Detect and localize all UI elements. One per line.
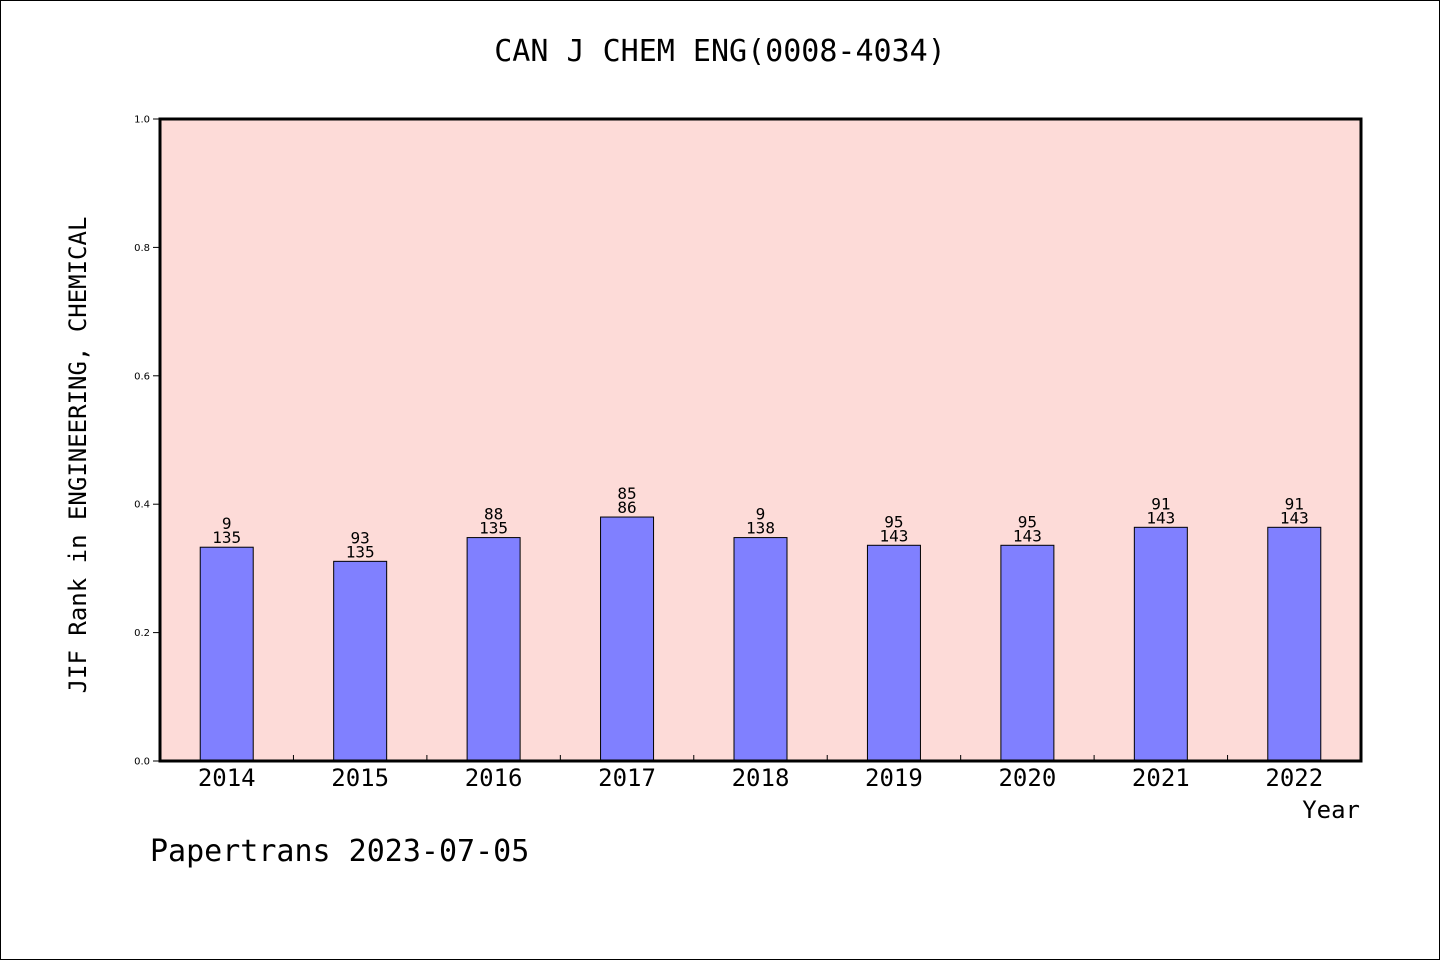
bar-label-bottom: 135 [346,542,375,561]
y-tick-label: 0.0 [134,757,150,768]
bar-2020 [1000,544,1055,762]
bar-2014 [199,546,254,762]
bar-label-bottom: 143 [1013,526,1042,545]
y-axis: 0.0 0.2 0.4 0.6 0.8 1.0 [134,115,160,768]
bar-2022 [1267,526,1322,762]
bar-label-bottom: 135 [479,519,508,538]
x-axis: 2014 2015 2016 2017 2018 2019 2020 2021 2022 [198,755,1323,792]
y-tick-label: 0.6 [134,371,150,382]
x-tick-label: 2016 [465,764,523,792]
bar-2015 [333,560,388,762]
bar-label-top: 91 [1285,494,1304,513]
x-tick-label: 2015 [331,764,389,792]
bar-label-top: 9 [222,514,232,533]
bar-label-top: 93 [351,528,370,547]
bar-2017 [600,516,655,762]
bar-label-bottom: 138 [746,519,775,538]
x-axis-title: Year [1302,796,1360,824]
bars-layer [199,516,1322,762]
x-tick-label: 2018 [732,764,790,792]
bar-label-top: 88 [484,505,503,524]
chart-title: CAN J CHEM ENG(0008-4034) [494,34,946,69]
y-tick-label: 0.8 [134,243,150,254]
x-tick-label: 2021 [1132,764,1190,792]
bar-label-top: 9 [756,505,766,524]
bar-label-bottom: 143 [1146,508,1175,527]
bar-label-bottom: 135 [212,528,241,547]
bar-label-bottom: 86 [617,498,636,517]
bar-2019 [866,544,921,762]
bar-label-top: 91 [1151,494,1170,513]
x-tick-label: 2014 [198,764,256,792]
plot-border [158,117,1363,763]
x-tick-label: 2020 [998,764,1056,792]
bar-2016 [466,537,521,762]
bar-label-bottom: 143 [879,526,908,545]
footer-credit: Papertrans 2023-07-05 [150,834,530,869]
x-tick-label: 2019 [865,764,923,792]
y-tick-label: 0.2 [134,628,150,639]
bar-label-top: 95 [884,512,903,531]
bar-label-top: 85 [617,484,636,503]
x-tick-label: 2022 [1265,764,1323,792]
bar-2018 [733,537,788,762]
y-tick-label: 1.0 [134,115,150,126]
y-tick-label: 0.4 [134,500,150,511]
bar-label-bottom: 143 [1280,508,1309,527]
bar-label-top: 95 [1018,512,1037,531]
y-axis-title: JIF Rank in ENGINEERING, CHEMICAL [64,216,92,694]
x-tick-label: 2017 [598,764,656,792]
bar-2021 [1133,526,1188,762]
